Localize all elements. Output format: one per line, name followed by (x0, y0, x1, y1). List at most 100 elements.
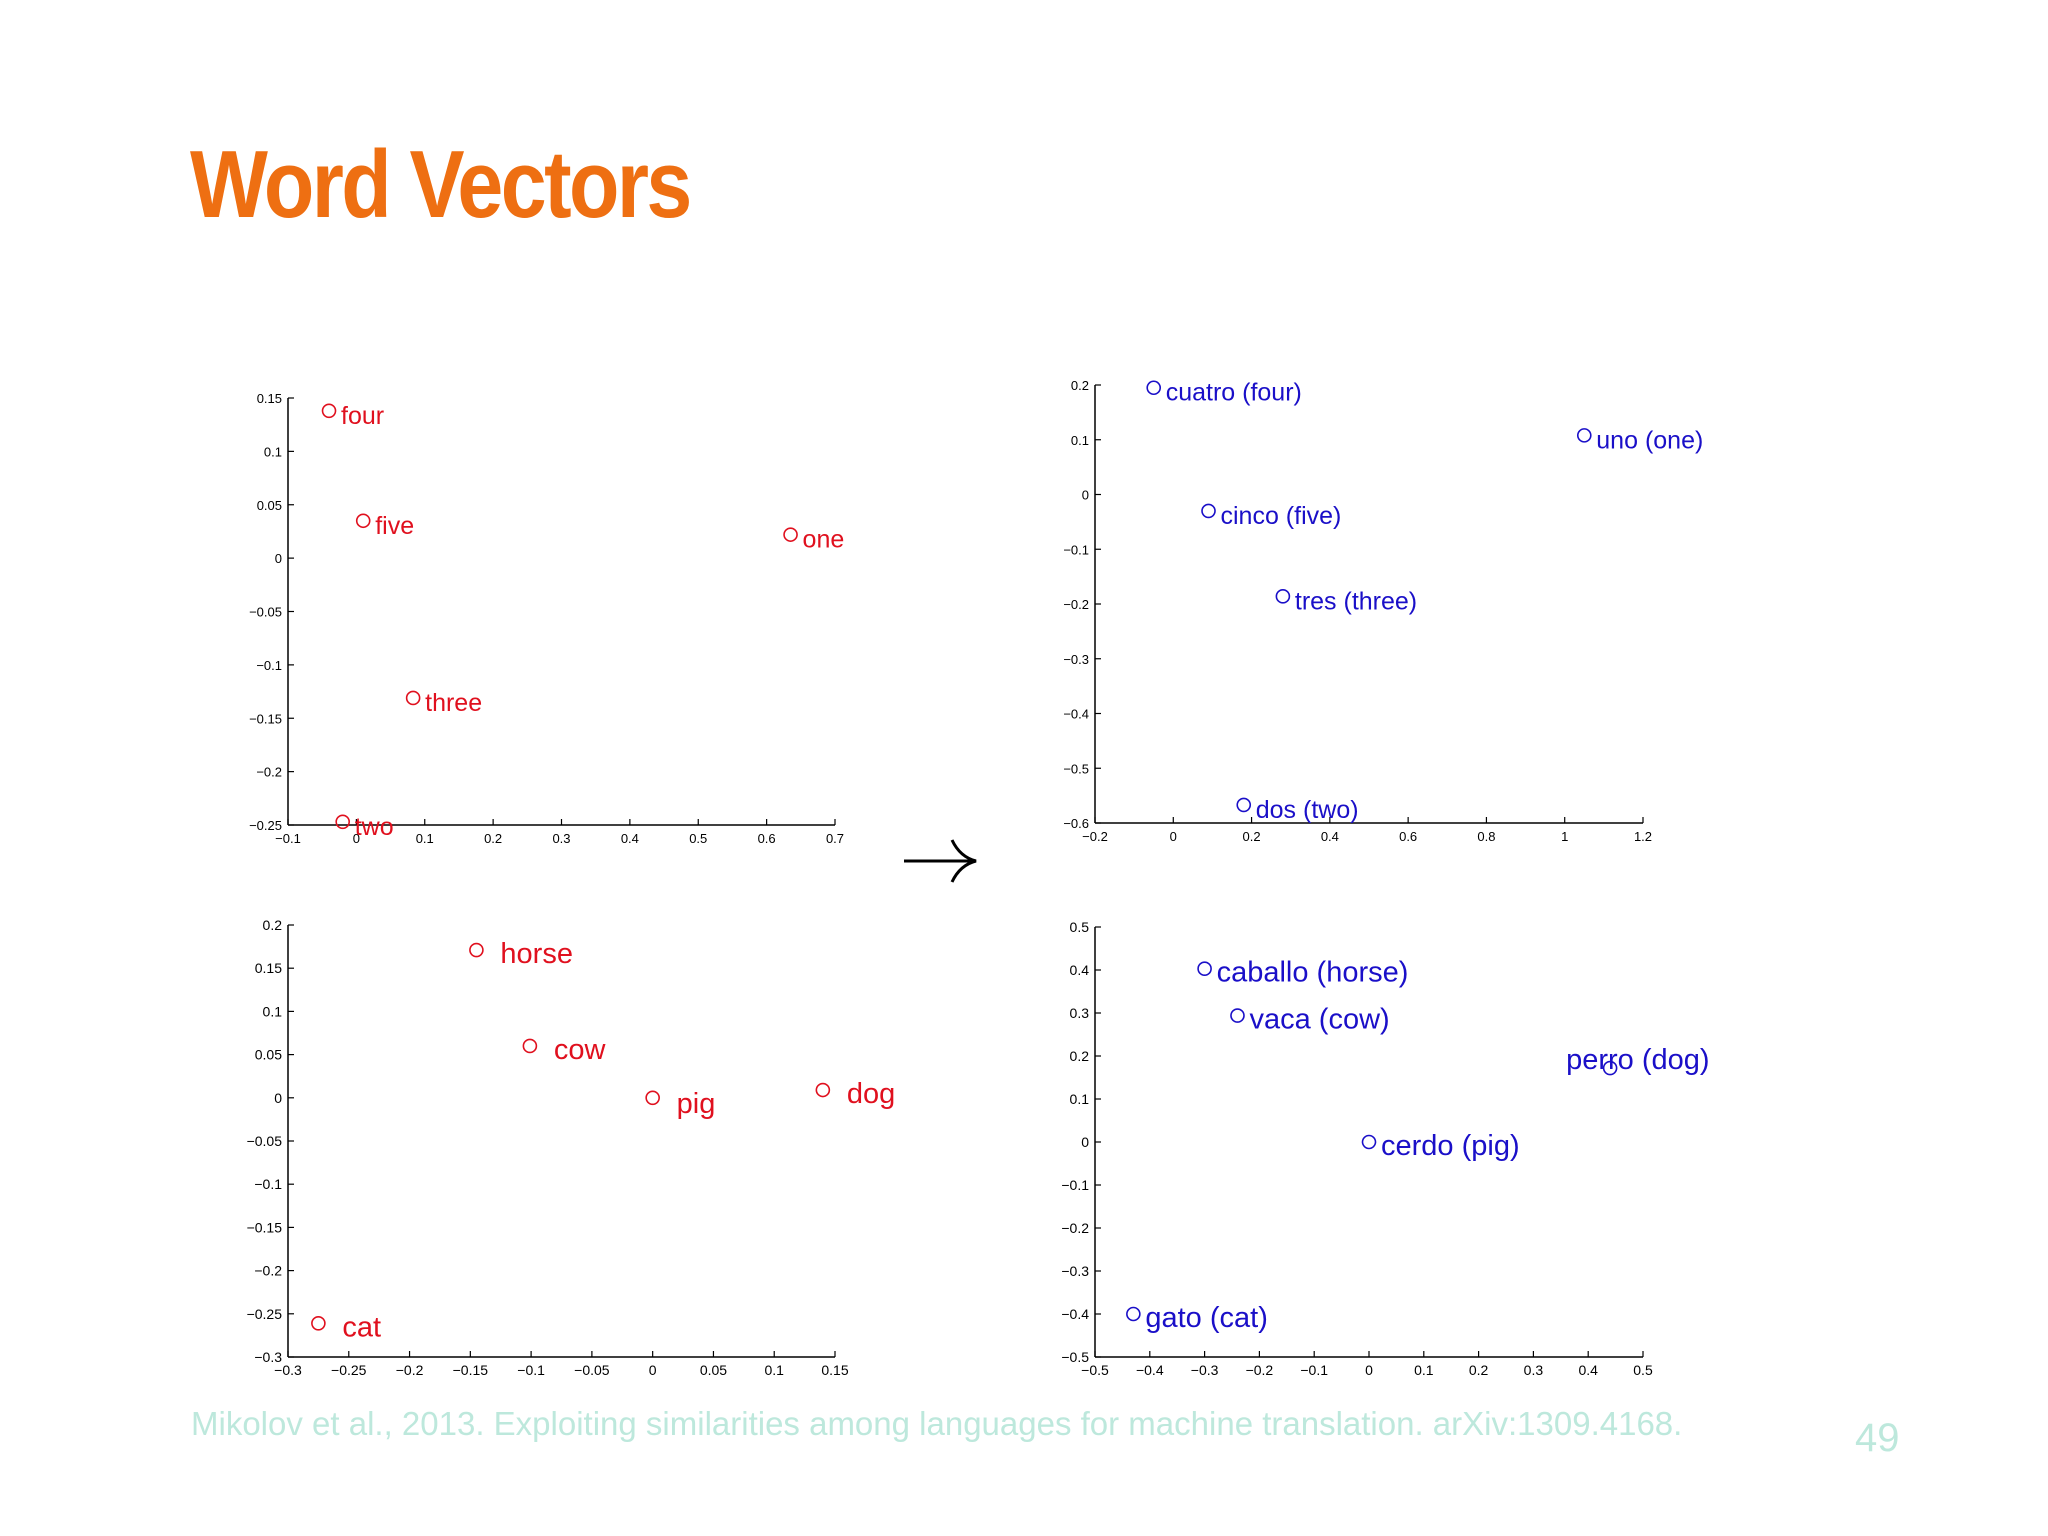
point-label: cuatro (four) (1166, 379, 1302, 407)
y-tick-label: −0.05 (247, 1133, 283, 1149)
x-tick-label: −0.1 (517, 1362, 545, 1378)
x-tick-label: 0.6 (758, 831, 776, 846)
y-tick-label: −0.15 (247, 1219, 283, 1235)
x-tick-label: −0.1 (1300, 1362, 1328, 1378)
plot-numbers-english: −0.1 0 0.1 0.2 0.3 0.4 0.5 0.6 0.7 −0.25 −0.2 −0.15… (249, 391, 844, 846)
y-tick-label: 0.1 (1070, 1091, 1090, 1107)
y-tick-label: −0.3 (254, 1349, 282, 1365)
x-tick-label: 0.1 (764, 1362, 784, 1378)
y-tick-label: −0.1 (256, 658, 282, 673)
point-label: two (355, 813, 394, 841)
y-tick-label: −0.2 (1063, 597, 1089, 612)
plot-animals-spanish: −0.5 −0.4 −0.3 −0.2 −0.1 0 0.1 0.2 0.3 0.4 0.5 −0.5… (1061, 919, 1709, 1378)
data-point (311, 1316, 326, 1331)
x-tick-label: −0.4 (1136, 1362, 1164, 1378)
x-tick-label: 0.8 (1477, 829, 1495, 844)
point-label: one (803, 526, 845, 554)
y-tick-label: 0.4 (1070, 962, 1090, 978)
data-point (1361, 1134, 1377, 1150)
point-label: four (341, 402, 384, 430)
y-tick-label: −0.1 (1063, 542, 1089, 557)
point-label: three (425, 689, 482, 717)
y-tick-label: −0.2 (254, 1263, 282, 1279)
x-tick-label: 0.6 (1399, 829, 1417, 844)
y-tick-label: −0.1 (1061, 1177, 1089, 1193)
page-number: 49 (1855, 1416, 1900, 1460)
y-tick-label: −0.15 (249, 711, 282, 726)
y-tick-label: 0.05 (257, 498, 282, 513)
x-tick-label: 0.3 (552, 831, 570, 846)
plot-numbers-spanish: −0.2 0 0.2 0.4 0.6 0.8 1 1.2 −0.6 −0.5 −0.4 −0.3 −0.… (1063, 378, 1703, 844)
data-point (783, 527, 798, 542)
x-tick-label: −0.25 (331, 1362, 367, 1378)
y-tick-label: −0.1 (254, 1176, 282, 1192)
point-label: horse (500, 938, 573, 970)
point-label: perro (dog) (1566, 1044, 1709, 1076)
point-label: caballo (horse) (1217, 957, 1409, 989)
y-tick-label: 0 (274, 1090, 282, 1106)
x-tick-label: −0.05 (574, 1362, 610, 1378)
x-tick-label: 0.5 (1633, 1362, 1653, 1378)
y-tick-label: −0.2 (1061, 1220, 1089, 1236)
y-tick-label: −0.6 (1063, 816, 1089, 831)
x-tick-label: 0.4 (1321, 829, 1339, 844)
data-point (522, 1038, 538, 1054)
y-tick-label: 0.2 (1070, 1048, 1090, 1064)
y-tick-label: −0.25 (247, 1306, 283, 1322)
y-tick-label: 0 (1081, 1134, 1089, 1150)
x-tick-label: −0.2 (1082, 829, 1108, 844)
x-tick-label: −0.3 (274, 1362, 302, 1378)
x-tick-label: 0.05 (700, 1362, 727, 1378)
point-label: pig (677, 1088, 716, 1120)
x-tick-label: 0.1 (416, 831, 434, 846)
y-tick-label: 0 (1082, 488, 1089, 503)
x-tick-label: −0.3 (1191, 1362, 1219, 1378)
x-tick-label: −0.2 (1246, 1362, 1274, 1378)
data-point (321, 403, 337, 419)
data-point (1275, 589, 1291, 604)
data-point (1201, 503, 1216, 519)
y-tick-label: 0.1 (1071, 433, 1089, 448)
x-tick-label: −0.5 (1081, 1362, 1109, 1378)
point-label: cow (554, 1034, 607, 1066)
citation: Mikolov et al., 2013. Exploiting similar… (191, 1405, 1683, 1442)
right-arrow-icon (904, 839, 977, 883)
x-tick-label: 0.15 (821, 1362, 848, 1378)
plot-animals-english: −0.3 −0.25 −0.2 −0.15 −0.1 −0.05 0 0.05 0.1 0.15 −… (247, 917, 896, 1378)
x-tick-label: 0.5 (689, 831, 707, 846)
data-point (469, 942, 484, 958)
point-label: dos (two) (1256, 796, 1359, 824)
x-tick-label: 0.7 (826, 831, 844, 846)
data-point (645, 1090, 660, 1106)
y-tick-label: 0.1 (263, 1003, 283, 1019)
data-point (405, 690, 421, 706)
data-point (355, 513, 371, 529)
y-tick-label: 0.2 (263, 917, 283, 933)
point-label: cat (342, 1311, 381, 1343)
point-label: uno (one) (1596, 426, 1703, 454)
y-tick-label: −0.5 (1061, 1349, 1089, 1365)
y-tick-label: 0 (275, 551, 282, 566)
data-point (1126, 1306, 1141, 1322)
y-tick-label: 0.1 (264, 444, 282, 459)
y-tick-label: −0.05 (249, 605, 282, 620)
data-point (815, 1082, 831, 1098)
data-point (1146, 380, 1162, 396)
x-tick-label: 0 (353, 831, 360, 846)
y-tick-label: −0.4 (1063, 707, 1089, 722)
x-tick-label: 1.2 (1634, 829, 1652, 844)
point-label: cerdo (pig) (1381, 1130, 1520, 1162)
x-tick-label: 0.2 (1469, 1362, 1489, 1378)
y-tick-label: 0.15 (255, 960, 282, 976)
x-tick-label: 0 (1170, 829, 1177, 844)
x-tick-label: 0.1 (1414, 1362, 1434, 1378)
y-tick-label: −0.3 (1063, 652, 1089, 667)
data-point (335, 814, 351, 830)
x-tick-label: 0.4 (1578, 1362, 1598, 1378)
y-tick-label: −0.2 (256, 765, 282, 780)
x-tick-label: 1 (1561, 829, 1568, 844)
x-tick-label: 0.2 (1243, 829, 1261, 844)
slide-title: Word Vectors (190, 131, 692, 238)
x-tick-label: 0.3 (1524, 1362, 1544, 1378)
